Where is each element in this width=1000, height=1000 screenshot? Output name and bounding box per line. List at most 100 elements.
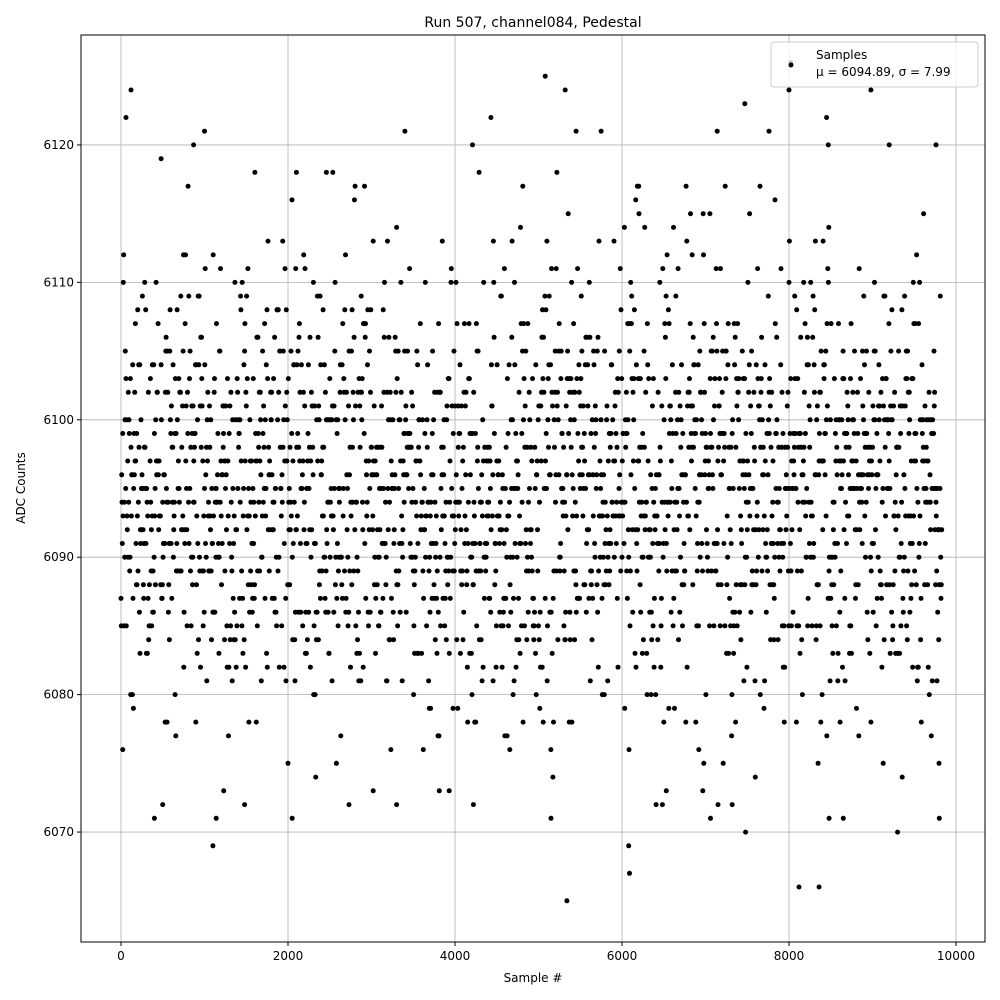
data-point (500, 609, 506, 615)
data-point (589, 568, 595, 574)
data-point (714, 541, 720, 546)
data-point (892, 389, 898, 395)
data-point (240, 650, 246, 656)
data-point (591, 444, 597, 450)
data-point (160, 554, 166, 560)
data-point (257, 389, 263, 395)
data-point (761, 513, 767, 519)
data-point (231, 513, 237, 519)
data-point (334, 541, 340, 546)
data-point (893, 527, 899, 533)
data-point (438, 527, 444, 533)
data-point-outlier (160, 802, 166, 808)
data-point (672, 705, 677, 711)
data-point (936, 637, 942, 643)
data-point (497, 609, 503, 615)
data-point (399, 513, 405, 519)
data-point (267, 458, 273, 464)
data-point (859, 499, 865, 505)
data-point (753, 362, 759, 368)
data-point (701, 760, 707, 766)
data-point (929, 678, 935, 684)
data-point (279, 623, 285, 629)
data-point (754, 568, 760, 574)
data-point (382, 541, 388, 546)
data-point (689, 252, 695, 258)
data-point (663, 293, 669, 299)
data-point (501, 541, 507, 546)
data-point (825, 279, 831, 285)
data-point (585, 403, 591, 409)
data-point (254, 623, 260, 629)
data-point (584, 541, 590, 546)
data-point (550, 774, 556, 780)
data-point (242, 458, 248, 464)
data-point (564, 472, 570, 478)
data-point (529, 554, 534, 560)
data-point (744, 664, 750, 670)
data-point (608, 431, 614, 436)
data-point (180, 513, 186, 519)
data-point (491, 279, 497, 285)
data-point (529, 568, 535, 574)
data-point (593, 417, 599, 423)
data-point (497, 499, 503, 505)
data-point (762, 458, 768, 464)
data-point (630, 458, 636, 464)
data-point (901, 568, 907, 574)
data-point (223, 472, 229, 478)
data-point (338, 554, 344, 560)
data-point (316, 403, 322, 409)
data-point (680, 431, 686, 436)
data-point (822, 472, 828, 478)
data-point (845, 417, 851, 423)
data-point (459, 568, 465, 574)
data-point (567, 609, 573, 615)
data-point (644, 650, 650, 656)
data-point (510, 417, 515, 423)
data-point (656, 568, 662, 574)
data-point (120, 513, 126, 519)
data-point (810, 554, 816, 560)
data-point (214, 321, 219, 327)
data-point (520, 183, 526, 189)
data-point (326, 650, 332, 656)
data-point (243, 403, 249, 409)
data-point (636, 211, 642, 217)
data-point (310, 444, 316, 450)
data-point (699, 541, 705, 546)
data-point (689, 458, 694, 464)
data-point (529, 458, 535, 464)
data-point (258, 472, 264, 478)
data-point (423, 554, 429, 560)
data-point (426, 678, 432, 684)
data-point-outlier (636, 183, 642, 189)
data-point (132, 389, 138, 395)
data-point (523, 527, 529, 533)
data-point (173, 733, 179, 739)
data-point (712, 376, 718, 382)
data-point (361, 431, 367, 436)
data-point (674, 568, 679, 574)
data-point (577, 595, 583, 601)
data-point (920, 417, 926, 423)
data-point (339, 582, 345, 588)
data-point (606, 582, 612, 588)
data-point (823, 417, 829, 423)
data-point (280, 444, 286, 450)
data-point (612, 403, 618, 409)
data-point (582, 582, 588, 588)
data-point (717, 376, 722, 382)
data-point (798, 568, 804, 574)
data-point (304, 637, 310, 643)
data-point (820, 238, 826, 244)
data-point (433, 513, 439, 519)
data-point (881, 403, 886, 409)
data-point (456, 513, 462, 519)
data-point (828, 321, 834, 327)
data-point (470, 582, 476, 588)
data-point (768, 444, 774, 450)
data-point (376, 623, 382, 629)
data-point (614, 499, 620, 505)
data-point (420, 417, 426, 423)
